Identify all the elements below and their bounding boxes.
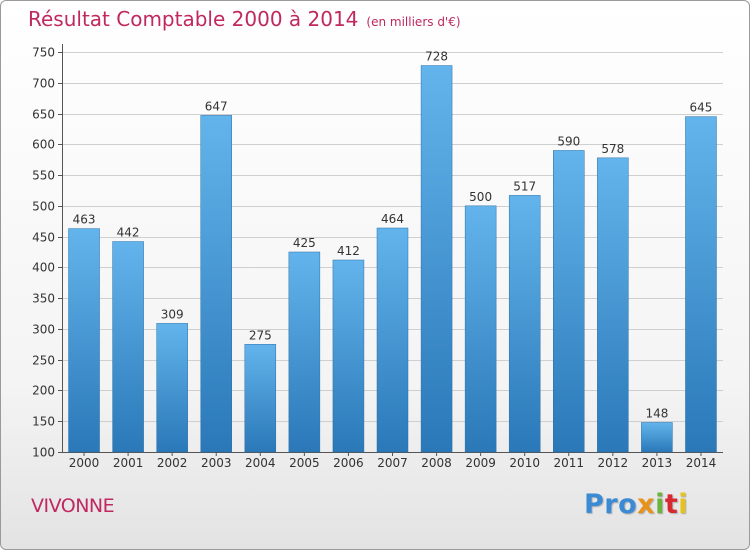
bar [332,259,365,453]
x-tick-label: 2014 [686,456,717,470]
x-tick-label: 2007 [377,456,408,470]
y-tick-label: 200 [32,384,55,398]
bars [68,65,717,453]
x-tick-label: 2006 [333,456,364,470]
x-tick-label: 2012 [598,456,629,470]
y-tick-label: 700 [32,77,55,91]
x-tick-label: 2004 [245,456,276,470]
y-tick-label: 600 [32,138,55,152]
data-label: 425 [293,236,316,250]
axes: 100 150 200 250 300 350 400 450 500 550 600 650 700 7… [32,44,723,460]
data-label: 412 [337,244,360,258]
data-label: 464 [381,212,404,226]
chart-title: Résultat Comptable 2000 à 2014 (en millie… [28,7,461,31]
y-tick-label: 550 [32,169,55,183]
y-tick-label: 350 [32,292,55,306]
data-label: 463 [73,213,96,227]
proxiti-logo: Proxiti [584,489,689,520]
data-label: 647 [205,99,228,113]
data-label: 309 [161,307,184,321]
y-tick-label: 100 [32,446,55,460]
x-tick-label: 2000 [69,456,100,470]
bar [508,195,541,453]
place-name: VIVONNE [31,495,115,517]
x-tick-label: 2009 [465,456,496,470]
x-tick-label: 2002 [157,456,188,470]
x-tick-label: 2001 [113,456,144,470]
data-label: 442 [117,226,140,240]
x-tick-label: 2011 [553,456,584,470]
y-tick-label: 400 [32,261,55,275]
data-label: 275 [249,328,272,342]
labels: 2000 463 2001 442 2002 309 2003 647 2004 275 2005 4… [69,50,716,470]
bar [68,228,100,453]
chart-subtitle: (en milliers d'€) [366,15,461,29]
data-label: 500 [469,190,492,204]
y-tick-label: 300 [32,323,55,337]
data-label: 517 [513,179,536,193]
bar [685,116,717,453]
bar [156,323,188,453]
data-label: 578 [601,142,624,156]
bar [553,150,585,453]
y-tick-label: 150 [32,415,55,429]
bar [464,205,497,453]
y-tick-label: 250 [32,354,55,368]
x-tick-label: 2010 [509,456,540,470]
x-tick-label: 2005 [289,456,320,470]
data-label: 590 [557,134,580,148]
x-tick-label: 2013 [642,456,673,470]
x-tick-label: 2003 [201,456,232,470]
bar [112,241,144,453]
data-label: 728 [425,50,448,64]
x-tick-label: 2008 [421,456,452,470]
bar [244,344,277,453]
bar [597,157,629,453]
y-tick-label: 450 [32,231,55,245]
data-label: 148 [645,406,668,420]
data-label: 645 [690,101,713,115]
bar [641,422,673,453]
y-tick-label: 750 [32,46,55,60]
bar [420,65,453,453]
bar [376,227,409,453]
bar [288,251,321,453]
bar [200,115,232,453]
y-tick-label: 500 [32,200,55,214]
y-tick-label: 650 [32,108,55,122]
title-text: Résultat Comptable 2000 à 2014 [28,7,359,31]
